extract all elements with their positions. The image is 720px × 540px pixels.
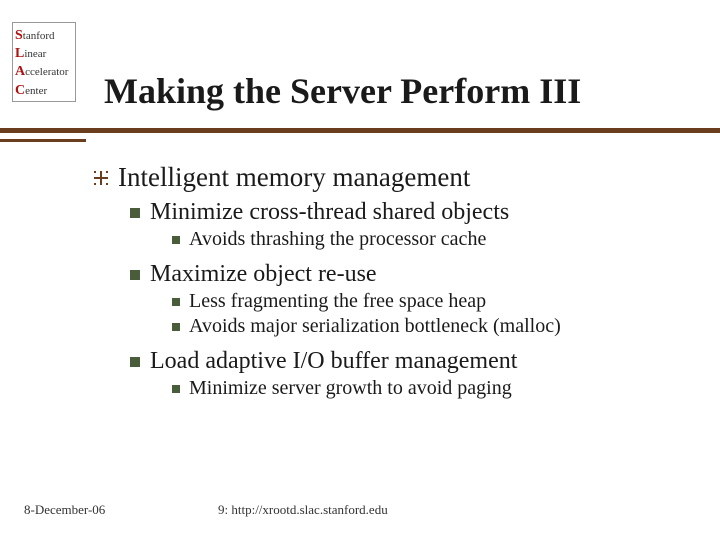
logo-rest: ccelerator xyxy=(25,66,68,78)
bullet-text: Load adaptive I/O buffer management xyxy=(150,348,517,375)
logo-rest: inear xyxy=(24,48,46,60)
accent-line-short xyxy=(0,139,86,142)
square-bullet-icon xyxy=(172,298,180,306)
logo-rest: tanford xyxy=(23,30,55,42)
square-bullet-icon xyxy=(130,270,140,280)
bullet-text: Less fragmenting the free space heap xyxy=(189,290,486,313)
bullet-level2: Minimize cross-thread shared objects xyxy=(130,199,694,226)
bullet-level1: Intelligent memory management xyxy=(94,162,694,193)
square-bullet-icon xyxy=(172,385,180,393)
bullet-level3: Minimize server growth to avoid paging xyxy=(172,377,694,400)
bullet-text: Intelligent memory management xyxy=(118,162,470,193)
square-bullet-icon xyxy=(172,323,180,331)
slide-title: Making the Server Perform III xyxy=(104,70,581,112)
bullet-level3: Avoids thrashing the processor cache xyxy=(172,228,694,251)
bullet-level3: Avoids major serialization bottleneck (m… xyxy=(172,315,694,338)
bullet-level3: Less fragmenting the free space heap xyxy=(172,290,694,313)
bullet-text: Avoids major serialization bottleneck (m… xyxy=(189,315,561,338)
logo-cap: S xyxy=(15,28,23,43)
logo-cap: L xyxy=(15,46,24,61)
square-bullet-icon xyxy=(130,208,140,218)
bullet-text: Maximize object re-use xyxy=(150,261,377,288)
bullet-text: Minimize server growth to avoid paging xyxy=(189,377,512,400)
bullet-text: Minimize cross-thread shared objects xyxy=(150,199,509,226)
accent-line-thick xyxy=(0,128,720,133)
slac-logo: Stanford Linear Accelerator Center xyxy=(12,22,76,102)
logo-cap: A xyxy=(15,64,25,79)
bullet-level2: Maximize object re-use xyxy=(130,261,694,288)
footer-url: 9: http://xrootd.slac.stanford.edu xyxy=(218,502,388,518)
logo-cap: C xyxy=(15,83,25,98)
slide-content: Intelligent memory management Minimize c… xyxy=(94,162,694,402)
cross-bullet-icon xyxy=(94,171,108,185)
footer-date: 8-December-06 xyxy=(24,502,105,518)
square-bullet-icon xyxy=(172,236,180,244)
bullet-level2: Load adaptive I/O buffer management xyxy=(130,348,694,375)
logo-rest: enter xyxy=(25,85,47,97)
bullet-text: Avoids thrashing the processor cache xyxy=(189,228,486,251)
square-bullet-icon xyxy=(130,357,140,367)
